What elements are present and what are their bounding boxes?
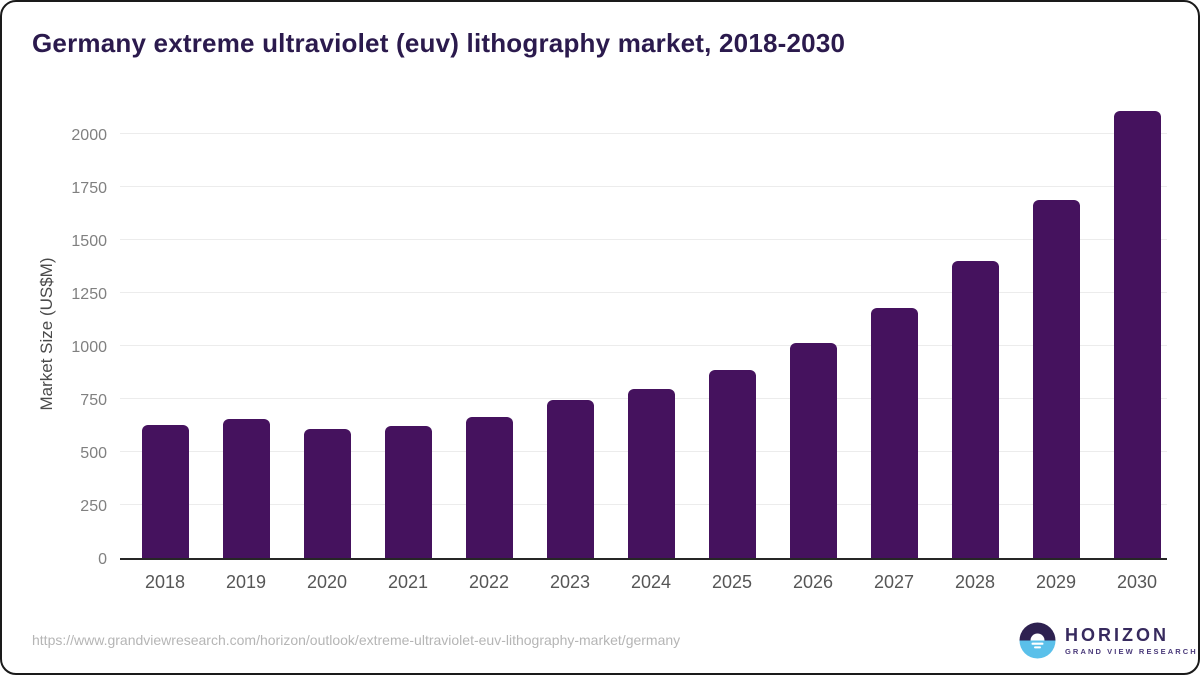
bar-2024 [627,389,675,558]
bar-2028 [951,260,999,558]
x-tick-label-2024: 2024 [630,572,672,592]
x-tick-label-2020: 2020 [306,572,348,592]
y-axis-title: Market Size (US$M) [37,257,56,411]
bar-2018 [141,425,189,558]
logo-text-block: HORIZON GRAND VIEW RESEARCH [1065,624,1198,656]
y-tick-label: 0 [98,551,107,568]
bar-2021 [384,426,432,558]
y-tick-label: 500 [80,444,107,462]
y-tick-label: 1750 [71,179,107,197]
source-url: https://www.grandviewresearch.com/horizo… [32,632,681,648]
logo-subtitle: GRAND VIEW RESEARCH [1065,646,1198,656]
bar-2022 [465,416,513,558]
x-tick-label-2022: 2022 [468,572,510,592]
chart-title: Germany extreme ultraviolet (euv) lithog… [32,28,846,58]
x-tick-label-2019: 2019 [225,572,267,592]
bar-2020 [303,428,351,558]
y-gridline [120,185,1167,187]
logo-name: HORIZON [1065,624,1169,645]
bar-2029 [1032,200,1080,558]
y-tick-label: 250 [80,497,107,515]
x-tick-label-2021: 2021 [387,572,429,592]
horizon-sun-icon [1019,622,1056,659]
y-tick-label: 1000 [71,338,107,356]
x-tick-label-2028: 2028 [954,572,996,592]
x-tick-label-2023: 2023 [549,572,591,592]
y-gridline [120,238,1167,240]
y-tick-label: 1500 [71,232,107,250]
bar-2027 [870,307,918,558]
y-gridline [120,291,1167,293]
plot-area [120,107,1167,560]
bar-2026 [789,342,837,558]
x-tick-label-2026: 2026 [792,572,834,592]
bar-2025 [708,370,756,558]
bar-2019 [222,419,270,558]
y-gridline [120,344,1167,346]
x-tick-label-2030: 2030 [1116,572,1158,592]
bar-2023 [546,399,594,558]
horizon-logo: HORIZON GRAND VIEW RESEARCH [1019,622,1198,659]
y-tick-label: 750 [80,391,107,409]
x-tick-label-2027: 2027 [873,572,915,592]
bar-2030 [1113,111,1161,558]
x-tick-label-2018: 2018 [144,572,186,592]
y-tick-label: 1250 [71,285,107,303]
y-tick-label: 2000 [71,126,107,144]
x-tick-label-2029: 2029 [1035,572,1077,592]
y-gridline [120,132,1167,134]
x-tick-label-2025: 2025 [711,572,753,592]
